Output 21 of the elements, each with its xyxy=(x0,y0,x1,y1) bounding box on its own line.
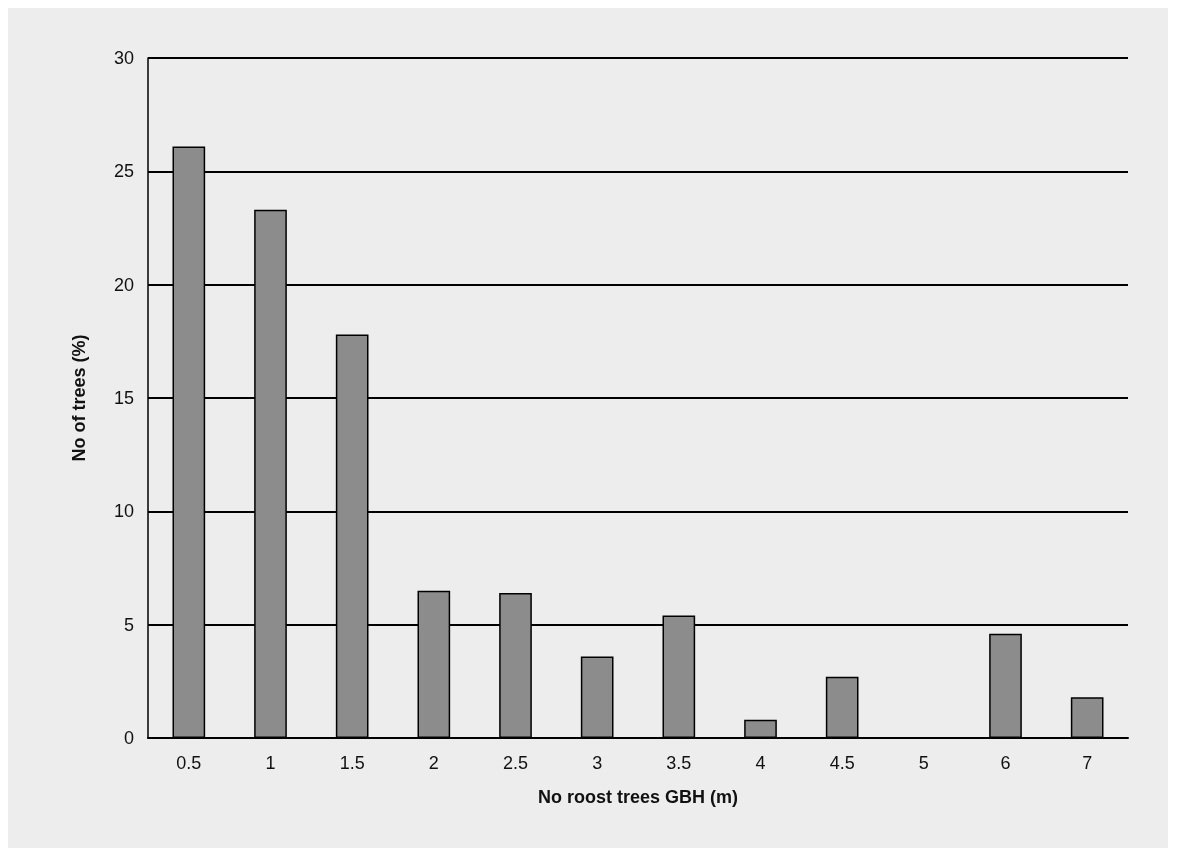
x-tick-label: 1 xyxy=(265,753,276,773)
y-tick-label: 20 xyxy=(113,274,134,295)
y-tick-label: 15 xyxy=(113,388,134,408)
x-tick-label: 6 xyxy=(1000,753,1011,773)
x-tick-label: 4.5 xyxy=(829,753,855,773)
x-tick-label: 5 xyxy=(918,753,929,773)
x-tick-label: 2 xyxy=(428,753,439,773)
x-tick-label: 3 xyxy=(592,753,603,773)
x-tick-label: 3.5 xyxy=(666,753,692,773)
y-tick-label: 0 xyxy=(123,728,134,748)
x-tick-label: 2.5 xyxy=(502,753,529,773)
y-tick-label: 25 xyxy=(113,161,134,182)
x-tick-label: 7 xyxy=(1082,753,1093,773)
x-tick-label: 1.5 xyxy=(339,753,365,773)
y-tick-label: 5 xyxy=(123,614,134,635)
x-tick-label: 0.5 xyxy=(176,753,202,773)
x-axis-title: No roost trees GBH (m) xyxy=(537,787,739,807)
y-tick-label: 30 xyxy=(113,48,134,68)
x-tick-label: 4 xyxy=(755,753,766,773)
y-tick-label: 10 xyxy=(113,501,134,522)
y-axis-title: No of trees (%) xyxy=(69,334,89,462)
